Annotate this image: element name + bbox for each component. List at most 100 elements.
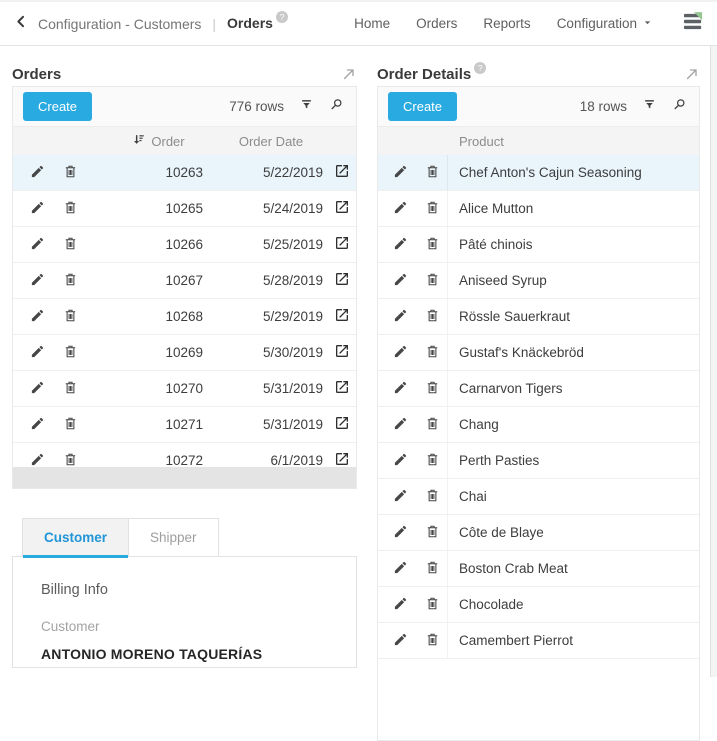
horizontal-scrollbar[interactable] (13, 467, 356, 488)
delete-button[interactable] (425, 560, 440, 578)
delete-button[interactable] (425, 236, 440, 254)
edit-button[interactable] (393, 236, 408, 254)
edit-button[interactable] (393, 308, 408, 326)
delete-button[interactable] (425, 272, 440, 290)
orders-create-button[interactable]: Create (23, 92, 92, 121)
breadcrumb-section[interactable]: Configuration - Customers (38, 16, 201, 32)
delete-button[interactable] (425, 524, 440, 542)
order-details-create-button[interactable]: Create (388, 92, 457, 121)
open-order-button[interactable] (327, 379, 356, 398)
delete-button[interactable] (425, 416, 440, 434)
table-row[interactable]: 10263 5/22/2019 (13, 155, 356, 191)
open-order-button[interactable] (327, 451, 356, 467)
table-row[interactable]: Aniseed Syrup (378, 263, 699, 299)
table-row[interactable]: Chef Anton's Cajun Seasoning (378, 155, 699, 191)
nav-link[interactable]: Reports (483, 16, 530, 31)
table-row[interactable]: Rössle Sauerkraut (378, 299, 699, 335)
edit-button[interactable] (393, 452, 408, 470)
order-details-expand-button[interactable] (684, 66, 700, 87)
edit-button[interactable] (393, 380, 408, 398)
app-menu-button[interactable] (682, 11, 705, 37)
edit-button[interactable] (30, 416, 45, 434)
edit-button[interactable] (393, 596, 408, 614)
edit-button[interactable] (30, 200, 45, 218)
edit-button[interactable] (30, 308, 45, 326)
edit-button[interactable] (393, 632, 408, 650)
edit-button[interactable] (30, 452, 45, 468)
open-order-button[interactable] (327, 415, 356, 434)
table-row[interactable]: 10266 5/25/2019 (13, 227, 356, 263)
open-order-button[interactable] (327, 271, 356, 290)
delete-button[interactable] (63, 380, 78, 398)
table-row[interactable]: Carnarvon Tigers (378, 371, 699, 407)
back-button[interactable] (14, 14, 29, 34)
delete-button[interactable] (425, 164, 440, 182)
table-row[interactable]: 10272 6/1/2019 (13, 443, 356, 467)
delete-button[interactable] (425, 200, 440, 218)
edit-button[interactable] (393, 416, 408, 434)
help-badge-icon[interactable]: ? (474, 62, 486, 74)
delete-button[interactable] (425, 488, 440, 506)
tab[interactable]: Shipper (129, 518, 219, 556)
open-order-button[interactable] (327, 343, 356, 362)
open-order-button[interactable] (327, 199, 356, 218)
table-row[interactable]: 10271 5/31/2019 (13, 407, 356, 443)
delete-button[interactable] (425, 632, 440, 650)
delete-button[interactable] (63, 308, 78, 326)
table-row[interactable]: Boston Crab Meat (378, 551, 699, 587)
order-details-col-product[interactable]: Product (448, 134, 504, 149)
delete-button[interactable] (63, 416, 78, 434)
orders-search-button[interactable] (329, 97, 344, 117)
edit-button[interactable] (393, 164, 408, 182)
edit-button[interactable] (30, 344, 45, 362)
table-row[interactable]: 10270 5/31/2019 (13, 371, 356, 407)
delete-button[interactable] (425, 380, 440, 398)
delete-button[interactable] (63, 344, 78, 362)
delete-button[interactable] (425, 308, 440, 326)
table-row[interactable]: Gustaf's Knäckebröd (378, 335, 699, 371)
delete-button[interactable] (425, 344, 440, 362)
table-row[interactable]: 10267 5/28/2019 (13, 263, 356, 299)
edit-button[interactable] (30, 164, 45, 182)
order-details-search-button[interactable] (672, 97, 687, 117)
orders-filter-button[interactable] (299, 97, 314, 117)
table-row[interactable]: 10268 5/29/2019 (13, 299, 356, 335)
nav-link[interactable]: Orders (416, 16, 457, 31)
edit-button[interactable] (393, 200, 408, 218)
table-row[interactable]: Perth Pasties (378, 443, 699, 479)
edit-button[interactable] (393, 344, 408, 362)
table-row[interactable]: 10265 5/24/2019 (13, 191, 356, 227)
delete-button[interactable] (63, 200, 78, 218)
table-row[interactable]: Camembert Pierrot (378, 623, 699, 659)
order-details-filter-button[interactable] (642, 97, 657, 117)
delete-button[interactable] (63, 452, 78, 468)
page-scrollbar[interactable] (710, 46, 717, 677)
edit-button[interactable] (393, 560, 408, 578)
nav-dropdown-configuration[interactable]: Configuration (557, 16, 654, 32)
open-order-button[interactable] (327, 307, 356, 326)
table-row[interactable]: Alice Mutton (378, 191, 699, 227)
help-badge-icon[interactable]: ? (276, 11, 288, 23)
delete-button[interactable] (63, 272, 78, 290)
delete-button[interactable] (425, 452, 440, 470)
open-order-button[interactable] (327, 235, 356, 254)
delete-button[interactable] (425, 596, 440, 614)
orders-col-order[interactable]: Order (101, 132, 215, 150)
open-order-button[interactable] (327, 163, 356, 182)
edit-button[interactable] (393, 272, 408, 290)
nav-link[interactable]: Home (354, 16, 390, 31)
orders-col-order-date[interactable]: Order Date (215, 134, 327, 149)
edit-button[interactable] (393, 488, 408, 506)
edit-button[interactable] (30, 380, 45, 398)
orders-expand-button[interactable] (341, 66, 357, 87)
edit-button[interactable] (30, 272, 45, 290)
table-row[interactable]: 10269 5/30/2019 (13, 335, 356, 371)
tab[interactable]: Customer (22, 518, 129, 556)
delete-button[interactable] (63, 236, 78, 254)
edit-button[interactable] (30, 236, 45, 254)
table-row[interactable]: Chai (378, 479, 699, 515)
table-row[interactable]: Chocolade (378, 587, 699, 623)
table-row[interactable]: Côte de Blaye (378, 515, 699, 551)
edit-button[interactable] (393, 524, 408, 542)
delete-button[interactable] (63, 164, 78, 182)
